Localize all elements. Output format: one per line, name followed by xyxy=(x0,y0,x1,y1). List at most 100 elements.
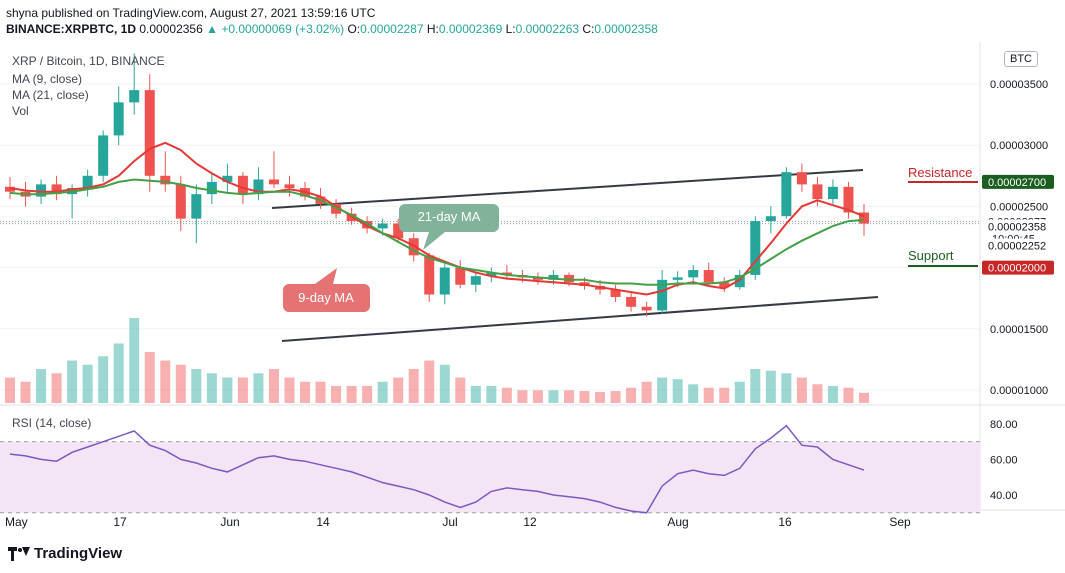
volume-bar xyxy=(750,369,761,403)
candle-body xyxy=(98,135,109,176)
rsi-tick-label: 40.00 xyxy=(990,490,1018,502)
volume-bar xyxy=(98,356,109,403)
candle-body xyxy=(51,184,62,195)
candle-body xyxy=(82,175,93,189)
candle-body xyxy=(113,102,124,136)
candle-body xyxy=(501,272,512,275)
volume-bar xyxy=(765,370,776,403)
time-tick-label: Sep xyxy=(889,515,911,529)
candle-body xyxy=(222,175,233,182)
candle-body xyxy=(688,270,699,278)
volume-bar xyxy=(796,377,807,403)
close-value: 0.00002358 xyxy=(594,22,658,36)
low-label: L: xyxy=(505,22,516,36)
volume-bar xyxy=(579,391,590,403)
volume-bar xyxy=(377,381,388,403)
volume-bar xyxy=(470,386,481,403)
candle-body xyxy=(765,216,776,222)
volume-bar xyxy=(517,390,528,403)
resistance-price-tag: 0.00002700 xyxy=(988,177,1046,189)
volume-bar xyxy=(51,373,62,403)
high-label: H: xyxy=(426,22,439,36)
volume-bar xyxy=(36,369,47,403)
volume-bar xyxy=(20,381,31,403)
volume-bar xyxy=(641,381,652,403)
currency-button[interactable]: BTC xyxy=(1004,51,1038,67)
legend-ma21[interactable]: MA (21, close) xyxy=(12,88,89,102)
legend-ma9[interactable]: MA (9, close) xyxy=(12,72,83,86)
volume-bar xyxy=(206,373,217,403)
volume-bar xyxy=(362,386,373,403)
candle-body xyxy=(843,186,854,213)
volume-bar xyxy=(346,386,357,403)
volume-bar xyxy=(719,387,730,403)
volume-bar xyxy=(393,377,404,403)
volume-bar xyxy=(175,364,186,403)
volume-bar xyxy=(610,391,621,403)
volume-bar xyxy=(563,390,574,403)
candle-body xyxy=(408,238,419,256)
tradingview-footer[interactable]: TradingView xyxy=(8,545,122,562)
resistance-label: Resistance xyxy=(908,165,973,180)
tradingview-logo-icon xyxy=(8,546,30,561)
symbol-quote-line: BINANCE:XRPBTC, 1D 0.00002356 ▲ +0.00000… xyxy=(6,22,658,36)
candle-body xyxy=(268,179,279,185)
volume-bar xyxy=(532,390,543,403)
rsi-tick-label: 80.00 xyxy=(990,419,1018,431)
volume-bar xyxy=(268,369,279,403)
price-change: +0.00000069 (+3.02%) xyxy=(221,22,345,36)
candlesticks xyxy=(5,53,869,317)
legend-rsi[interactable]: RSI (14, close) xyxy=(12,416,92,430)
volume-bar xyxy=(843,387,854,403)
candle-body xyxy=(129,90,140,103)
volume-bar xyxy=(82,364,93,403)
ma21-callout-text: 21-day MA xyxy=(418,209,481,224)
candle-body xyxy=(486,272,497,277)
ma-callouts: 21-day MA 9-day MA xyxy=(283,204,499,312)
volume-bar xyxy=(703,387,714,403)
time-tick-label: 16 xyxy=(778,515,792,529)
candle-body xyxy=(253,179,264,195)
time-tick-label: Jun xyxy=(220,515,239,529)
candle-body xyxy=(175,184,186,219)
ma21-line xyxy=(9,178,865,286)
volume-bar xyxy=(781,373,792,403)
last-price-tag: 0.00002358 xyxy=(988,222,1046,234)
volume-bar xyxy=(672,379,683,403)
volume-bar xyxy=(284,377,295,403)
volume-bar xyxy=(160,360,171,403)
volume-bar xyxy=(300,381,311,403)
candle-body xyxy=(144,90,155,176)
volume-bar xyxy=(67,360,78,403)
volume-bar xyxy=(501,387,512,403)
volume-bar xyxy=(657,377,668,403)
time-tick-label: 17 xyxy=(113,515,127,529)
support-price-tag-bg xyxy=(982,260,1054,275)
ma9-line xyxy=(9,141,865,296)
volume-bar xyxy=(734,381,745,403)
rsi-line xyxy=(9,424,865,514)
price-tick-label: 0.00001500 xyxy=(990,324,1048,336)
lower-trendline xyxy=(281,296,879,342)
candle-body xyxy=(36,184,47,197)
price-grid xyxy=(0,83,980,391)
open-label: O: xyxy=(347,22,361,36)
candle-body xyxy=(532,277,543,280)
volume-bar xyxy=(455,377,466,403)
candle-body xyxy=(796,172,807,185)
candle-body xyxy=(237,175,248,195)
volume-bar xyxy=(253,373,264,403)
upper-trendline xyxy=(271,169,864,209)
time-tick-label: Aug xyxy=(667,515,688,529)
volume-bar xyxy=(626,387,637,403)
candle-body xyxy=(734,274,745,288)
support-label: Support xyxy=(908,248,954,263)
time-tick-label: 12 xyxy=(523,515,537,529)
legend-vol[interactable]: Vol xyxy=(12,104,29,118)
price-tick-label: 0.00003500 xyxy=(990,79,1048,91)
volume-bar xyxy=(688,384,699,403)
level-lines xyxy=(0,221,980,225)
candle-body xyxy=(331,203,342,214)
candle-body xyxy=(470,276,481,285)
